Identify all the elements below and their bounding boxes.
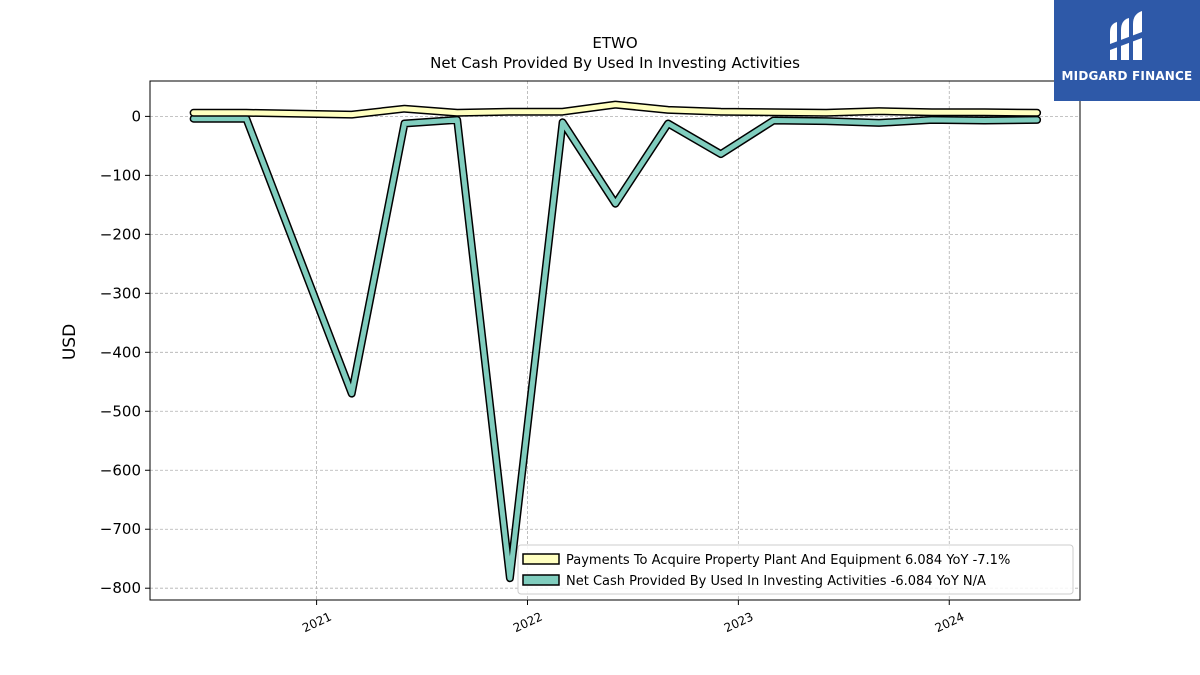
x-tick-label: 2023 (722, 610, 756, 636)
chart-subtitle: Net Cash Provided By Used In Investing A… (430, 54, 800, 72)
y-tick-label: −700 (100, 520, 141, 538)
y-axis-label: USD (60, 324, 80, 360)
y-tick-label: −800 (100, 579, 141, 597)
legend-swatch (522, 553, 560, 565)
x-tick-label: 2022 (511, 610, 545, 636)
series-line (191, 102, 1040, 118)
x-tick-label: 2021 (300, 610, 334, 636)
y-tick-label: −400 (100, 343, 141, 361)
legend-label: Payments To Acquire Property Plant And E… (566, 553, 1010, 568)
grid-lines (150, 81, 1080, 600)
chart-title: ETWO (592, 34, 637, 52)
midgard-finance-logo: MIDGARD FINANCE (1054, 0, 1200, 101)
series-layer (189, 100, 1042, 583)
series-line-outline (189, 114, 1042, 583)
legend-swatch (522, 574, 560, 586)
x-axis: 2021 2022 2023 2024 (300, 600, 966, 635)
legend: Payments To Acquire Property Plant And E… (517, 544, 1074, 595)
y-tick-label: −100 (100, 166, 141, 184)
y-tick-label: 0 (131, 107, 141, 125)
logo-text: MIDGARD FINANCE (1061, 69, 1193, 83)
y-axis: 0 −100 −200 −300 −400 −500 −600 −700 −800 (100, 107, 150, 597)
series-line (191, 116, 1040, 581)
y-tick-label: −500 (100, 402, 141, 420)
midgard-logo-icon (1110, 11, 1142, 60)
plot-frame (149, 80, 1081, 601)
y-tick-label: −300 (100, 284, 141, 302)
x-tick-label: 2024 (933, 610, 967, 636)
y-tick-label: −600 (100, 461, 141, 479)
legend-box (517, 544, 1074, 595)
y-tick-label: −200 (100, 225, 141, 243)
legend-label: Net Cash Provided By Used In Investing A… (566, 574, 986, 589)
